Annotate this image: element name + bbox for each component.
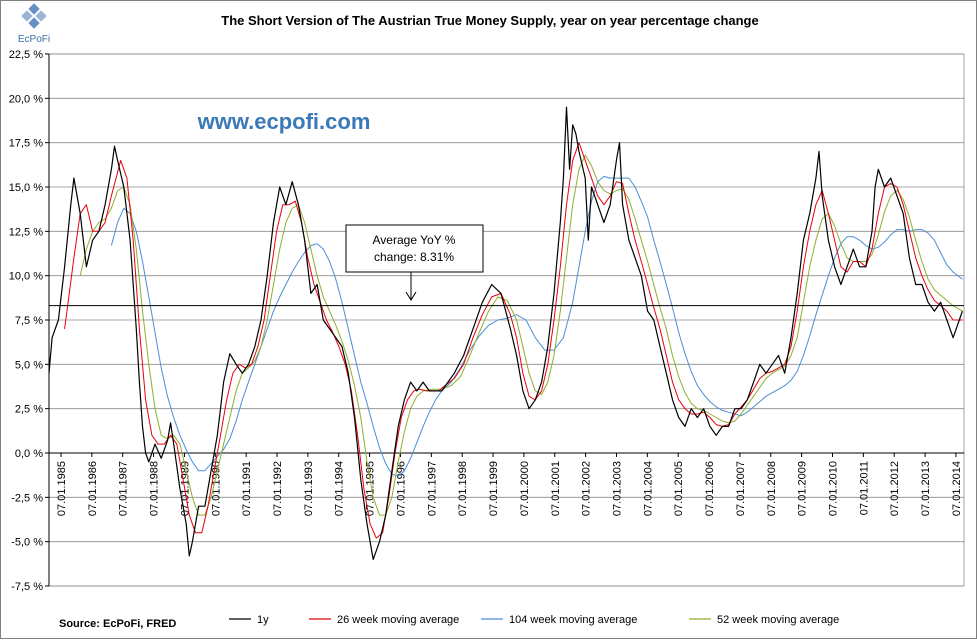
x-tick-label: 07.01.2006 [704, 461, 716, 516]
chart-title: The Short Version of The Austrian True M… [221, 13, 758, 28]
x-tick-label: 07.01.2002 [581, 461, 593, 516]
grid [48, 53, 965, 587]
annotation-line-2: change: 8.31% [374, 250, 454, 264]
x-tick-label: 07.01.1996 [395, 461, 407, 516]
x-tick-label: 07.01.2008 [766, 461, 778, 516]
y-tick-label: 2,5 % [15, 404, 43, 416]
average-annotation: Average YoY % change: 8.31% [345, 224, 484, 301]
y-axis-ticks: 22,5 % 20,0 % 17,5 % 15,0 % 12,5 % 10,0 % 7,5 … [9, 49, 50, 593]
y-tick-label: -7,5 % [11, 581, 43, 593]
x-tick-label: 07.01.2009 [797, 461, 809, 516]
x-tick-label: 07.01.1991 [241, 461, 253, 516]
y-tick-label: -2,5 % [11, 492, 43, 504]
x-tick-label: 07.01.1994 [334, 461, 346, 516]
series-line-104-week-moving-average [110, 175, 963, 477]
annotation-line-1: Average YoY % [373, 233, 456, 247]
legend-label: 26 week moving average [337, 614, 459, 626]
series-line-52-week-moving-average [79, 154, 963, 516]
x-tick-label: 07.01.2003 [611, 461, 623, 516]
y-tick-label: 20,0 % [9, 93, 43, 105]
x-tick-label: 07.01.2012 [889, 461, 901, 516]
x-tick-label: 07.01.2013 [920, 461, 932, 516]
x-tick-label: 07.01.1986 [87, 461, 99, 516]
y-tick-label: 17,5 % [9, 138, 43, 150]
legend: 1y 26 week moving average 104 week moving … [229, 614, 839, 626]
x-tick-label: 07.01.1997 [426, 461, 438, 516]
y-tick-label: -5,0 % [11, 537, 43, 549]
x-tick-label: 07.01.1990 [210, 461, 222, 516]
series-line-1y [48, 106, 963, 560]
logo-mark-icon [21, 3, 47, 29]
series-line-26-week-moving-average [64, 142, 963, 539]
x-tick-label: 07.01.2007 [735, 461, 747, 516]
y-tick-label: 15,0 % [9, 182, 43, 194]
website-watermark: www.ecpofi.com [197, 109, 371, 134]
x-tick-label: 07.01.2004 [642, 461, 654, 516]
annotation-box [345, 224, 484, 273]
y-tick-label: 5,0 % [15, 359, 43, 371]
x-tick-label: 07.01.2010 [828, 461, 840, 516]
x-tick-label: 07.01.2011 [858, 461, 870, 515]
logo-text: EcPoFi [18, 34, 50, 45]
x-tick-label: 07.01.2001 [550, 461, 562, 516]
x-tick-label: 07.01.2005 [673, 461, 685, 516]
x-tick-label: 07.01.2014 [951, 461, 963, 516]
y-tick-label: 12,5 % [9, 226, 43, 238]
series-lines [48, 106, 963, 560]
annotation-arrow-head [405, 291, 417, 301]
x-tick-label: 07.01.1988 [149, 461, 161, 516]
x-tick-label: 07.01.1998 [457, 461, 469, 516]
source-note: Source: EcPoFi, FRED [59, 618, 176, 630]
legend-label: 52 week moving average [717, 614, 839, 626]
x-tick-label: 07.01.1995 [365, 461, 377, 516]
x-tick-label: 07.01.1993 [303, 461, 315, 516]
y-tick-label: 0,0 % [15, 448, 43, 460]
legend-label: 1y [257, 614, 269, 626]
x-tick-label: 07.01.2000 [519, 461, 531, 516]
x-tick-label: 07.01.1985 [56, 461, 68, 516]
y-tick-label: 10,0 % [9, 271, 43, 283]
y-tick-label: 7,5 % [15, 315, 43, 327]
ecpofi-logo: EcPoFi [18, 3, 50, 45]
x-tick-label: 07.01.1992 [272, 461, 284, 516]
y-tick-label: 22,5 % [9, 49, 43, 61]
x-tick-label: 07.01.1999 [488, 461, 500, 516]
x-axis-ticks: 07.01.1985 07.01.1986 07.01.1987 07.01.1988… [49, 452, 964, 516]
x-tick-label: 07.01.1987 [118, 461, 130, 516]
legend-label: 104 week moving average [509, 614, 637, 626]
